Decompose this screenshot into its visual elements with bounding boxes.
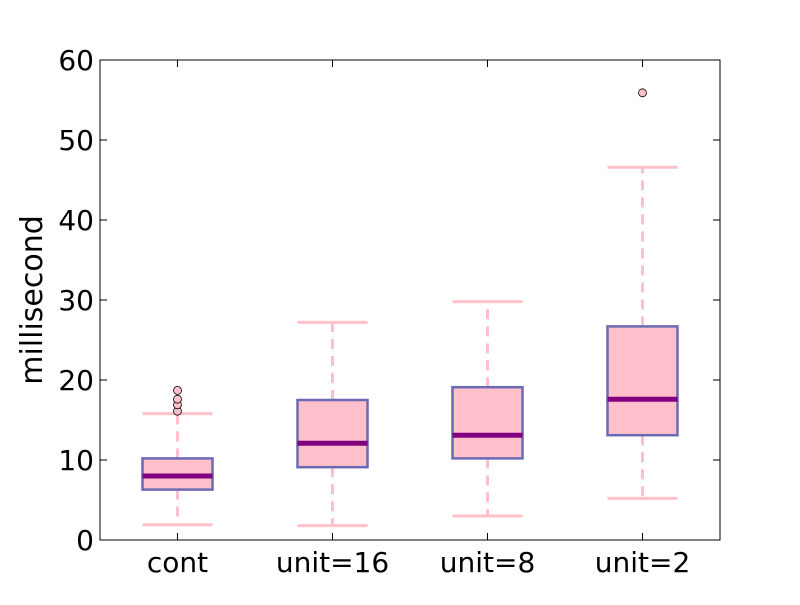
x-tick-label: unit=2 <box>595 546 691 579</box>
x-tick-label: unit=16 <box>276 546 389 579</box>
x-tick-label: unit=8 <box>440 546 536 579</box>
y-tick-label: 50 <box>58 124 94 157</box>
y-tick-label: 40 <box>58 204 94 237</box>
y-tick-label: 60 <box>58 44 94 77</box>
y-axis-label: millisecond <box>15 215 50 385</box>
outlier-point <box>173 385 182 395</box>
y-tick-label: 10 <box>58 444 94 477</box>
outlier-point <box>638 88 647 98</box>
box-unit-8 <box>451 385 524 460</box>
y-tick-label: 0 <box>76 524 94 557</box>
x-tick-label: cont <box>147 546 208 579</box>
box-unit-16 <box>296 398 369 469</box>
outlier-point <box>173 394 182 404</box>
y-tick-label: 30 <box>58 284 94 317</box>
y-tick-label: 20 <box>58 364 94 397</box>
box-unit-2 <box>606 325 679 437</box>
